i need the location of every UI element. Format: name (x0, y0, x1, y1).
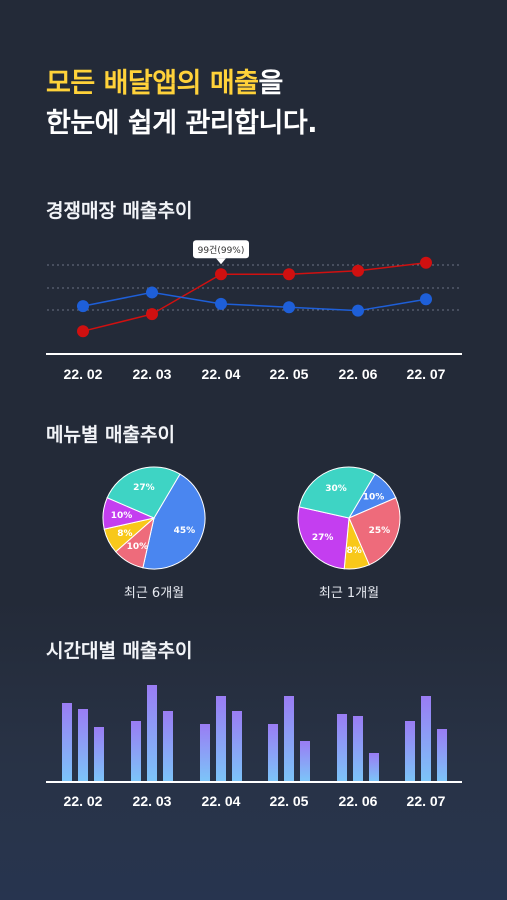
headline: 모든 배달앱의 매출을 한눈에 쉽게 관리합니다. (46, 64, 317, 144)
bar (131, 721, 141, 781)
x-tick-label: 22. 04 (202, 366, 241, 382)
pie-slice-label: 25% (369, 526, 391, 536)
bar (300, 741, 310, 781)
section-title-menu: 메뉴별 매출추이 (46, 424, 175, 446)
x-tick-label: 22. 05 (270, 793, 309, 809)
section-title-hourly: 시간대별 매출추이 (46, 640, 193, 662)
bar (200, 724, 210, 781)
x-tick-label: 22. 02 (64, 793, 103, 809)
bar (216, 696, 226, 781)
bar (147, 685, 157, 781)
pie-slice-label: 27% (312, 533, 334, 543)
pie-slice (106, 466, 181, 519)
pie-slice-label: 10% (111, 511, 133, 521)
pie-slice (348, 497, 401, 566)
x-tick-label: 22. 02 (64, 366, 103, 382)
data-point (77, 325, 89, 338)
data-point (420, 293, 432, 306)
series-line (82, 262, 427, 332)
headline-suffix: 을 (258, 68, 284, 99)
pie-slice-label: 30% (325, 484, 347, 494)
x-tick-label: 22. 03 (133, 793, 172, 809)
menu-pie-charts: 45% 10% 8% 10% 27% 최근 6개월 10% 25% 8% 27% 30% 최근 1개월 (102, 466, 401, 601)
bar (369, 753, 379, 781)
headline-line2: 한눈에 쉽게 관리합니다. (46, 108, 317, 139)
tooltip-pointer (216, 258, 226, 265)
pie-slice (142, 473, 206, 570)
data-point (420, 256, 432, 269)
data-point (283, 301, 295, 314)
pie-caption: 최근 6개월 (124, 586, 184, 601)
bar (437, 729, 447, 781)
x-tick-label: 22. 07 (407, 793, 446, 809)
pie-slice-label: 10% (127, 542, 149, 552)
data-point (146, 286, 158, 299)
data-point (215, 268, 227, 281)
bar (163, 711, 173, 781)
bar (421, 696, 431, 781)
series-line (82, 291, 427, 312)
bar (268, 724, 278, 781)
hourly-bar-chart: 22. 02 22. 03 22. 04 22. 05 22. 06 22. 07 (46, 685, 462, 809)
x-tick-label: 22. 07 (407, 366, 446, 382)
bar (337, 714, 347, 781)
pie-slice-label: 27% (133, 483, 155, 493)
bar (78, 709, 88, 781)
headline-highlight: 모든 배달앱의 매출 (46, 68, 259, 99)
pie-slice-label: 45% (174, 526, 196, 536)
bar (232, 711, 242, 781)
tooltip-label: 99건(99%) (198, 245, 245, 256)
data-point (215, 297, 227, 310)
pie-slice (298, 466, 376, 519)
tooltip-box (193, 240, 249, 259)
pie-slice-label: 10% (363, 492, 385, 502)
pie-slice-label: 8% (346, 546, 361, 556)
x-tick-label: 22. 03 (133, 366, 172, 382)
x-tick-label: 22. 05 (270, 366, 309, 382)
bar (284, 696, 294, 781)
x-tick-label: 22. 04 (202, 793, 241, 809)
data-point (77, 300, 89, 313)
data-point (283, 268, 295, 281)
bar (353, 716, 363, 781)
bar (94, 727, 104, 781)
x-tick-label: 22. 06 (339, 793, 378, 809)
bar (62, 703, 72, 781)
pie-slice-label: 8% (117, 529, 132, 539)
bar (405, 721, 415, 781)
section-title-competitor: 경쟁매장 매출추이 (46, 200, 193, 222)
data-point (352, 264, 364, 277)
competitor-line-chart: 99건(99%) 22. 02 22. 03 22. 04 22. 05 22. 06 22… (46, 240, 462, 382)
pie-caption: 최근 1개월 (319, 586, 379, 601)
data-point (352, 304, 364, 317)
x-tick-label: 22. 06 (339, 366, 378, 382)
data-point (146, 308, 158, 321)
pie-slice (297, 506, 350, 570)
